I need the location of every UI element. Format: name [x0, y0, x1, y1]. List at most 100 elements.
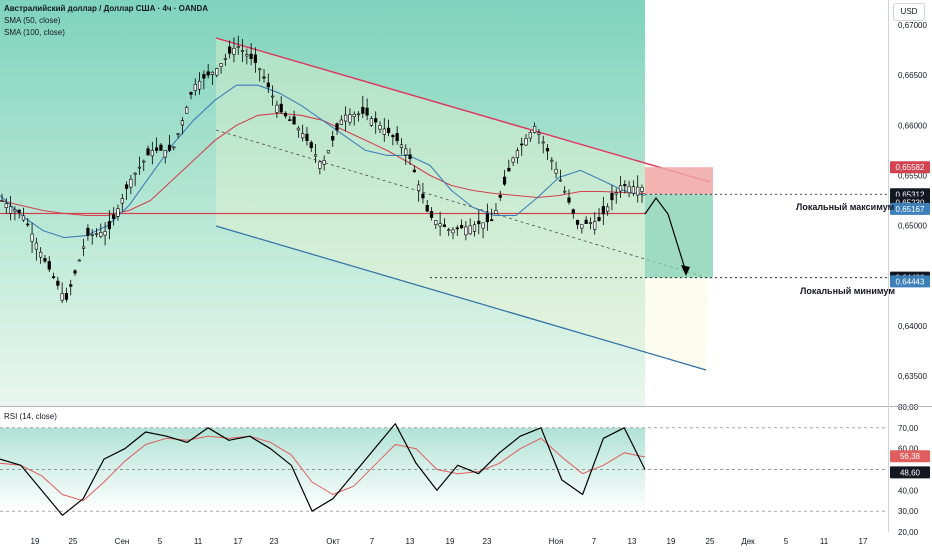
candle-body [56, 280, 60, 286]
candle-body [202, 74, 206, 79]
price-label-text: 0,65167 [896, 205, 925, 214]
candle-body [86, 227, 90, 236]
time-tick-label: 17 [859, 537, 868, 546]
candle-body [26, 223, 30, 226]
candle-body [197, 80, 202, 90]
candle-body [313, 154, 318, 157]
candle-body [249, 53, 253, 60]
candle-body [167, 144, 172, 151]
candle-body [494, 210, 498, 214]
candle-body [189, 92, 193, 95]
candle-body [116, 208, 120, 217]
candle-body [206, 71, 210, 76]
price-tick-label: 0,66000 [898, 121, 927, 130]
candle-body [43, 258, 47, 262]
candle-body [219, 63, 223, 67]
candle-body [301, 133, 305, 139]
candle-body [288, 119, 292, 121]
channel-mid-line [215, 129, 709, 279]
candle-body [133, 172, 137, 175]
candle-body [459, 224, 464, 229]
time-tick-label: Сен [115, 537, 130, 546]
candle-body [271, 95, 275, 98]
rsi-label-box [890, 450, 930, 463]
target-zone [645, 194, 713, 278]
candle-body [623, 184, 627, 187]
candle-body [8, 206, 13, 214]
sma100-legend: SMA (100, close) [4, 28, 65, 37]
price-pane-background [0, 0, 645, 406]
candle-body [232, 48, 236, 55]
candle-body [636, 186, 640, 196]
candle-body [434, 220, 438, 225]
price-label-text: 0,64443 [896, 277, 925, 286]
time-tick-label: 7 [592, 537, 597, 546]
candle-body [344, 114, 348, 122]
candle-body [386, 127, 391, 134]
candle-body [69, 284, 73, 287]
candle-body [296, 127, 300, 131]
candle-body [438, 223, 442, 227]
time-tick-label: 5 [784, 537, 789, 546]
candle-body [580, 224, 584, 229]
candle-body [137, 166, 142, 169]
time-tick-label: 23 [483, 537, 492, 546]
candle-body [266, 82, 270, 88]
chart-title: Австралийский доллар / Доллар США · 4ч ·… [4, 4, 209, 13]
candle-body [4, 203, 8, 208]
candle-body [515, 150, 520, 158]
candle-body [99, 232, 103, 237]
candle-body [575, 220, 580, 225]
candle-body [275, 104, 279, 113]
candle-body [455, 227, 459, 230]
candle-body [490, 219, 494, 222]
candle-body [554, 168, 558, 174]
candle-body [571, 209, 575, 214]
rsi-tick-label: 80,00 [898, 403, 919, 412]
candle-body [103, 231, 107, 236]
candle-body [90, 234, 94, 236]
candle-body [429, 211, 434, 218]
candle-body [417, 184, 421, 191]
candle-body [520, 143, 524, 146]
candle-body [339, 119, 343, 125]
candle-body [94, 233, 99, 235]
rsi-tick-label: 40,00 [898, 486, 919, 495]
price-tick-label: 0,65000 [898, 222, 927, 231]
currency-button[interactable]: USD [893, 3, 925, 21]
candle-body [395, 133, 399, 142]
candle-body [601, 206, 605, 215]
rsi-label-text: 56,38 [900, 452, 921, 461]
time-tick-label: Ноя [549, 537, 564, 546]
candle-body [60, 293, 64, 301]
candle-body [236, 46, 240, 48]
candle-body [34, 242, 38, 250]
candle-body [322, 160, 326, 165]
candle-body [627, 185, 631, 194]
price-tick-label: 0,63500 [898, 372, 927, 381]
rsi-label-text: 48,60 [900, 468, 921, 477]
candle-body [180, 120, 185, 126]
time-tick-label: 7 [370, 537, 375, 546]
channel-fill [216, 38, 710, 370]
candle-body [597, 217, 601, 221]
candle-body [146, 148, 150, 156]
candle-body [215, 68, 219, 76]
candle-body [563, 190, 567, 193]
candle-body [176, 133, 180, 136]
candle-body [21, 215, 26, 221]
price-label-box [890, 275, 930, 288]
time-tick-label: 19 [446, 537, 455, 546]
local-max-label: Локальный максимум [796, 202, 895, 212]
candle-body [408, 154, 412, 159]
candle-body [193, 84, 197, 91]
time-tick-label: Дек [741, 537, 755, 546]
candle-body [155, 147, 159, 151]
candle-body [305, 133, 309, 141]
candle-body [365, 107, 369, 116]
candle-body [533, 126, 537, 133]
candle-body [245, 54, 249, 57]
rsi-band-background [0, 427, 645, 512]
